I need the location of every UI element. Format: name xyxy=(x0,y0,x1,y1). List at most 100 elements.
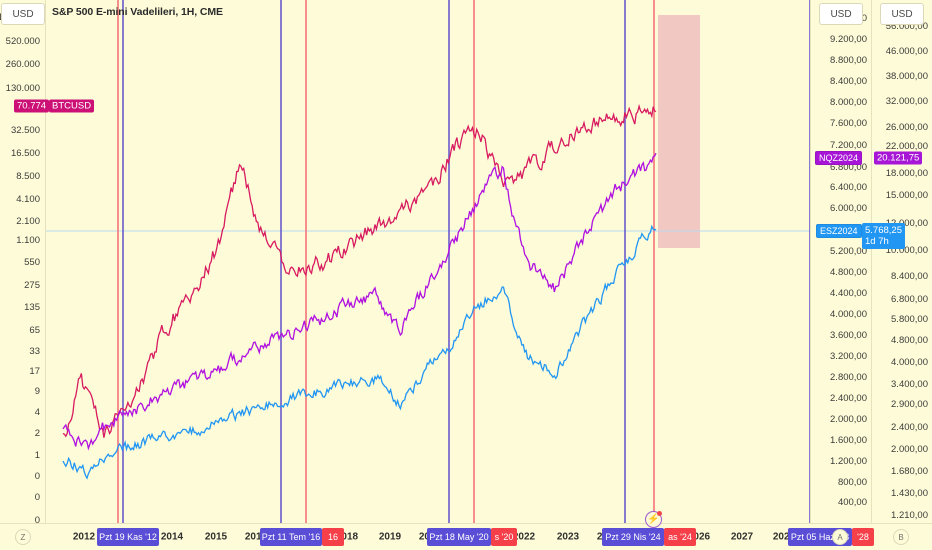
pane-chip-a[interactable]: A xyxy=(832,529,848,545)
lightning-glyph: ⚡ xyxy=(647,514,660,525)
axis-tick-label: 1 xyxy=(34,450,40,461)
time-axis-date-badge[interactable]: Pzt 29 Nis '24 xyxy=(602,528,664,546)
time-axis-year-label: 2012 xyxy=(72,531,96,543)
axis-tick-label: 8.400,00 xyxy=(891,271,928,282)
time-axis[interactable]: 2012201420152016201820192020202220232024… xyxy=(0,523,932,550)
chart-svg xyxy=(46,0,810,523)
axis-tick-label: 22.000,00 xyxy=(885,141,928,152)
axis-tick-label: 1.680,00 xyxy=(891,466,928,477)
time-axis-year-label: 2022 xyxy=(512,531,536,543)
chart-plot-area[interactable] xyxy=(46,0,810,523)
time-axis-date-badge[interactable]: Pzt 19 Kas '12 xyxy=(97,528,159,546)
axis-tick-label: 400,00 xyxy=(837,497,867,509)
axis-tick-label: 0 xyxy=(34,492,40,503)
axis-tick-label: 4.100 xyxy=(16,194,40,205)
time-axis-year-label: 2016 xyxy=(244,531,268,543)
axis-tick-label: 33 xyxy=(29,346,40,357)
time-axis-date-badge[interactable]: s '20 xyxy=(491,528,517,546)
highlight-selection-box[interactable] xyxy=(658,15,700,248)
time-axis-year-label: 2018 xyxy=(335,531,359,543)
axis-tick-label: 2.100 xyxy=(16,216,40,227)
time-axis-date-badge[interactable]: Pzt 11 Tem '16 xyxy=(260,528,322,546)
axis-tick-label: 65 xyxy=(29,325,40,336)
btcusd-price-value[interactable]: 70.774 xyxy=(14,99,50,113)
axis-tick-label: 16.500 xyxy=(10,148,40,159)
axis-tick-label: 2.900,00 xyxy=(891,399,928,410)
chart-title: S&P 500 E-mini Vadelileri, 1H, CME xyxy=(52,6,223,18)
axis-tick-label: 1.200,00 xyxy=(830,455,867,467)
axis-tick-label: 4.400,00 xyxy=(830,288,867,300)
axis-tick-label: 32.000,00 xyxy=(885,96,928,107)
vertical-marker-lines xyxy=(117,0,810,523)
esz2024-symbol-label[interactable]: ESZ2024 xyxy=(816,224,862,238)
axis-tick-label: 6.000,00 xyxy=(830,203,867,215)
time-axis-date-badge[interactable]: '28 xyxy=(852,528,874,546)
axis-tick-label: 6.800,00 xyxy=(830,161,867,173)
time-axis-year-label: 2023 xyxy=(556,531,580,543)
axis-tick-label: 3.400,00 xyxy=(891,379,928,390)
axis-tick-label: 7.600,00 xyxy=(830,118,867,130)
axis-tick-label: 1.210,00 xyxy=(891,510,928,521)
nqz2024-symbol-label[interactable]: NQZ2024 xyxy=(815,151,863,165)
series-line-esz2024 xyxy=(62,224,657,480)
axis-tick-label: 18.000,00 xyxy=(885,168,928,179)
axis-tick-label: 2.400,00 xyxy=(891,422,928,433)
axis-tick-label: 32.500 xyxy=(10,125,40,136)
pane-chip-z[interactable]: Z xyxy=(15,529,31,545)
lightning-bolt-icon[interactable]: ⚡ xyxy=(645,511,662,528)
axis-tick-label: 2.800,00 xyxy=(830,372,867,384)
axis-tick-label: 10.000,00 xyxy=(885,245,928,256)
axis-tick-label: 56.000,00 xyxy=(885,21,928,32)
esz2024-countdown: 1d 7h xyxy=(865,236,889,247)
axis-tick-label: 1.100 xyxy=(16,235,40,246)
axis-tick-label: 8.500 xyxy=(16,171,40,182)
time-axis-date-badge[interactable]: Pzt 18 May '20 xyxy=(427,528,491,546)
axis-tick-label: 7.200,00 xyxy=(830,139,867,151)
axis-tick-label: 15.000,00 xyxy=(885,190,928,201)
esz2024-price-value[interactable]: 5.768,25 1d 7h xyxy=(862,223,905,249)
axis-tick-label: 5.800,00 xyxy=(891,314,928,325)
left-price-axis[interactable]: USD 1.000.000520.000260.000130.00032.500… xyxy=(0,0,46,526)
left-axis-currency-header[interactable]: USD xyxy=(1,3,45,25)
axis-tick-label: 9 xyxy=(34,386,40,397)
axis-tick-label: 3.200,00 xyxy=(830,350,867,362)
nqz2024-price-value[interactable]: 20.121,75 xyxy=(874,151,923,165)
time-axis-year-label: 2014 xyxy=(160,531,184,543)
btcusd-symbol-label[interactable]: BTCUSD xyxy=(49,99,95,113)
axis-tick-label: 8.400,00 xyxy=(830,76,867,88)
axis-tick-label: 6.400,00 xyxy=(830,182,867,194)
right-axis-a-currency-header[interactable]: USD xyxy=(819,3,863,25)
axis-tick-label: 2.000,00 xyxy=(830,414,867,426)
axis-tick-label: 4.000,00 xyxy=(891,357,928,368)
right-axis-b-currency-header[interactable]: USD xyxy=(880,3,924,25)
pane-chip-b[interactable]: B xyxy=(893,529,909,545)
axis-tick-label: 9.200,00 xyxy=(830,33,867,45)
axis-tick-label: 3.600,00 xyxy=(830,329,867,341)
axis-tick-label: 17 xyxy=(29,366,40,377)
axis-tick-label: 4.800,00 xyxy=(830,266,867,278)
axis-tick-label: 135 xyxy=(24,302,40,313)
axis-tick-label: 4.000,00 xyxy=(830,309,867,321)
axis-tick-label: 46.000,00 xyxy=(885,46,928,57)
right-price-axis-a[interactable]: USD 9.600,009.200,008.800,008.400,008.00… xyxy=(810,0,871,523)
axis-tick-label: 26.000,00 xyxy=(885,122,928,133)
axis-tick-label: 5.200,00 xyxy=(830,245,867,257)
axis-tick-label: 1.600,00 xyxy=(830,434,867,446)
axis-tick-label: 130.000 xyxy=(5,83,40,94)
time-axis-year-label: 2015 xyxy=(204,531,228,543)
axis-tick-label: 275 xyxy=(24,280,40,291)
time-axis-date-badge[interactable]: 16 xyxy=(322,528,344,546)
axis-tick-label: 800,00 xyxy=(837,476,867,488)
axis-tick-label: 2 xyxy=(34,428,40,439)
time-axis-year-label: 2027 xyxy=(730,531,754,543)
time-axis-year-label: 2028 xyxy=(772,531,796,543)
time-axis-date-badge[interactable]: as '24 xyxy=(664,528,696,546)
axis-tick-label: 6.800,00 xyxy=(891,294,928,305)
right-price-axis-b[interactable]: USD 56.000,00 46.000,00 38.000,00 32.000,00… xyxy=(871,0,932,523)
notification-dot xyxy=(657,511,662,516)
axis-tick-label: 38.000,00 xyxy=(885,71,928,82)
axis-tick-label: 0 xyxy=(34,515,40,526)
axis-tick-label: 550 xyxy=(24,257,40,268)
time-axis-year-label: 2026 xyxy=(687,531,711,543)
